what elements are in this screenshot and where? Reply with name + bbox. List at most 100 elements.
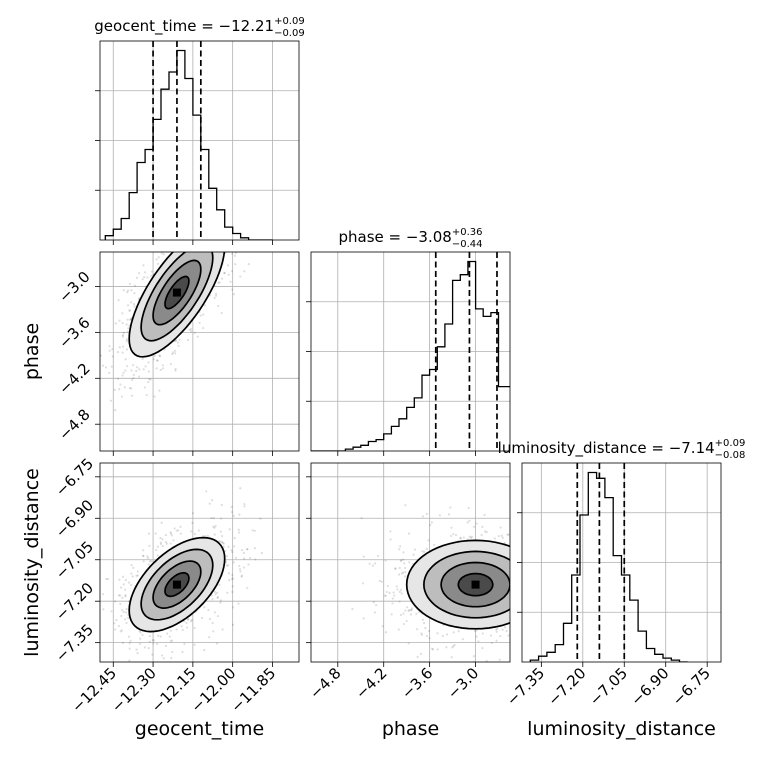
histogram-step: [311, 260, 510, 451]
sample-point: [386, 584, 389, 588]
sample-point: [239, 570, 242, 573]
sample-point: [164, 540, 167, 544]
sample-point: [136, 570, 140, 573]
sample-point: [227, 572, 231, 575]
sample-point: [139, 637, 142, 640]
sample-point: [228, 237, 230, 239]
sample-point: [452, 645, 455, 648]
sample-point: [169, 640, 172, 643]
sample-point: [404, 575, 407, 578]
sample-point: [515, 605, 517, 607]
sample-point: [230, 247, 232, 249]
sample-point: [403, 562, 406, 565]
sample-point: [237, 602, 240, 605]
sample-point: [171, 352, 174, 356]
sample-point: [534, 632, 536, 634]
sample-point: [580, 607, 582, 609]
sample-point: [428, 637, 431, 640]
sample-point: [514, 573, 516, 575]
sample-point: [193, 207, 195, 209]
sample-point: [528, 592, 530, 594]
sample-point: [546, 593, 548, 595]
sample-point: [174, 339, 177, 343]
sample-point: [407, 609, 410, 613]
sample-point: [130, 572, 133, 575]
sample-point: [445, 646, 448, 649]
sample-point: [190, 620, 193, 623]
sample-point: [148, 560, 152, 563]
sample-point: [117, 624, 121, 628]
sample-point: [517, 599, 519, 601]
x-axis-label: geocent_time: [135, 718, 264, 740]
sample-point: [143, 386, 146, 389]
sample-point: [484, 530, 487, 533]
sample-point: [242, 566, 246, 569]
sample-point: [522, 606, 524, 608]
sample-point: [190, 618, 193, 622]
sample-point: [398, 600, 401, 603]
sample-point: [231, 573, 234, 576]
sample-point: [123, 386, 127, 389]
sample-point: [124, 618, 127, 621]
sample-point: [216, 591, 219, 594]
sample-point: [208, 223, 210, 225]
sample-point: [481, 525, 484, 528]
sample-point: [481, 632, 484, 635]
sample-point: [209, 222, 211, 224]
sample-point: [160, 252, 164, 255]
sample-point: [542, 578, 544, 580]
contour-line: [457, 572, 494, 597]
sample-point: [210, 209, 212, 211]
sample-point: [421, 550, 424, 553]
sample-point: [128, 309, 132, 312]
sample-point: [147, 381, 150, 384]
sample-point: [431, 647, 434, 650]
sample-point: [467, 506, 470, 510]
sample-point: [230, 549, 233, 552]
sample-point: [203, 219, 205, 221]
sample-point: [244, 215, 246, 217]
sample-point: [127, 635, 131, 638]
sample-point: [526, 588, 528, 590]
sample-point: [459, 536, 462, 539]
sample-point: [525, 556, 527, 558]
sample-point: [260, 551, 263, 555]
sample-point: [512, 636, 514, 638]
sample-point: [205, 490, 208, 493]
sample-point: [117, 299, 120, 302]
sample-point: [527, 556, 529, 558]
sample-point: [567, 604, 569, 606]
sample-point: [430, 521, 433, 524]
peak-marker: [172, 580, 181, 589]
sample-point: [200, 616, 204, 619]
sample-point: [122, 583, 125, 586]
sample-point: [110, 610, 113, 613]
sample-point: [273, 242, 275, 244]
x-axis-label: phase: [382, 718, 439, 740]
sample-point: [193, 626, 196, 630]
sample-point: [221, 238, 223, 240]
sample-point: [180, 246, 182, 248]
sample-point: [233, 254, 237, 257]
sample-point: [147, 532, 151, 535]
sample-point: [171, 669, 173, 671]
panel-frame: [99, 40, 300, 241]
sample-point: [138, 272, 141, 275]
sample-point: [130, 387, 133, 390]
sample-point: [164, 533, 168, 537]
sample-point: [190, 245, 192, 247]
sample-point: [130, 369, 133, 372]
sample-point: [454, 533, 458, 537]
sample-point: [121, 321, 124, 325]
sample-point: [133, 305, 136, 308]
sample-point: [453, 643, 456, 647]
panel-frame: [310, 251, 511, 452]
sample-point: [170, 639, 174, 642]
sample-point: [215, 642, 219, 645]
sample-point: [246, 586, 249, 590]
sample-point: [188, 241, 190, 243]
sample-point: [530, 579, 532, 581]
sample-point: [187, 232, 189, 234]
sample-point: [516, 581, 518, 583]
sample-point: [462, 536, 465, 539]
